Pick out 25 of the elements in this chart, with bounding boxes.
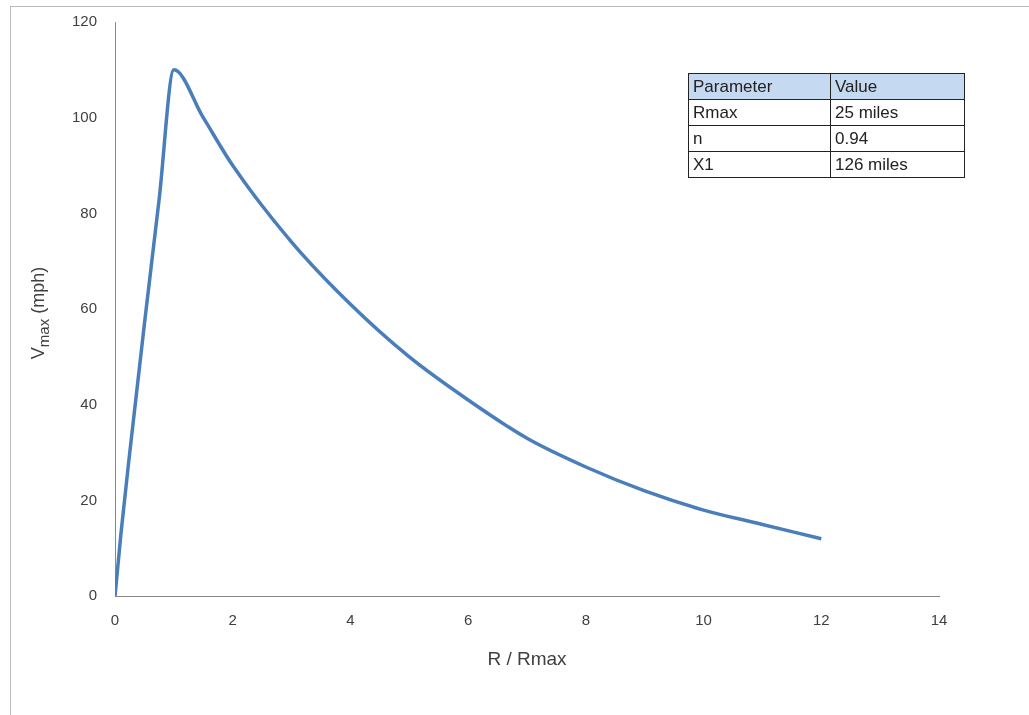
x-tick-label: 6 (463, 611, 473, 629)
annotation: Rmax (688, 99, 831, 126)
annotation: Value (830, 73, 965, 100)
annotation: 126 miles (830, 151, 965, 178)
x-axis-title: R / Rmax (487, 647, 568, 669)
y-tick-label: 60 (80, 299, 98, 317)
x-tick-label: 2 (228, 611, 237, 629)
annotation: 0.94 (830, 125, 965, 152)
annotation: 25 miles (830, 99, 965, 126)
line-series (115, 68, 824, 597)
x-tick-label: 4 (346, 611, 355, 629)
annotation: n (688, 125, 831, 152)
x-tick-label: 12 (812, 611, 830, 629)
x-tick-label: 0 (110, 611, 120, 629)
y-tick-label: 0 (88, 586, 98, 604)
x-tick-label: 10 (695, 611, 712, 629)
y-tick-label: 80 (80, 203, 98, 221)
x-tick-label: 8 (581, 611, 591, 629)
y-tick-label: 40 (80, 394, 98, 412)
y-tick-label: 120 (72, 12, 98, 30)
annotation: X1 (688, 151, 831, 178)
y-tick-label: 20 (80, 490, 98, 508)
annotation: Parameter (688, 73, 831, 100)
x-tick-label: 14 (930, 611, 948, 629)
y-tick-label: 100 (72, 107, 98, 125)
